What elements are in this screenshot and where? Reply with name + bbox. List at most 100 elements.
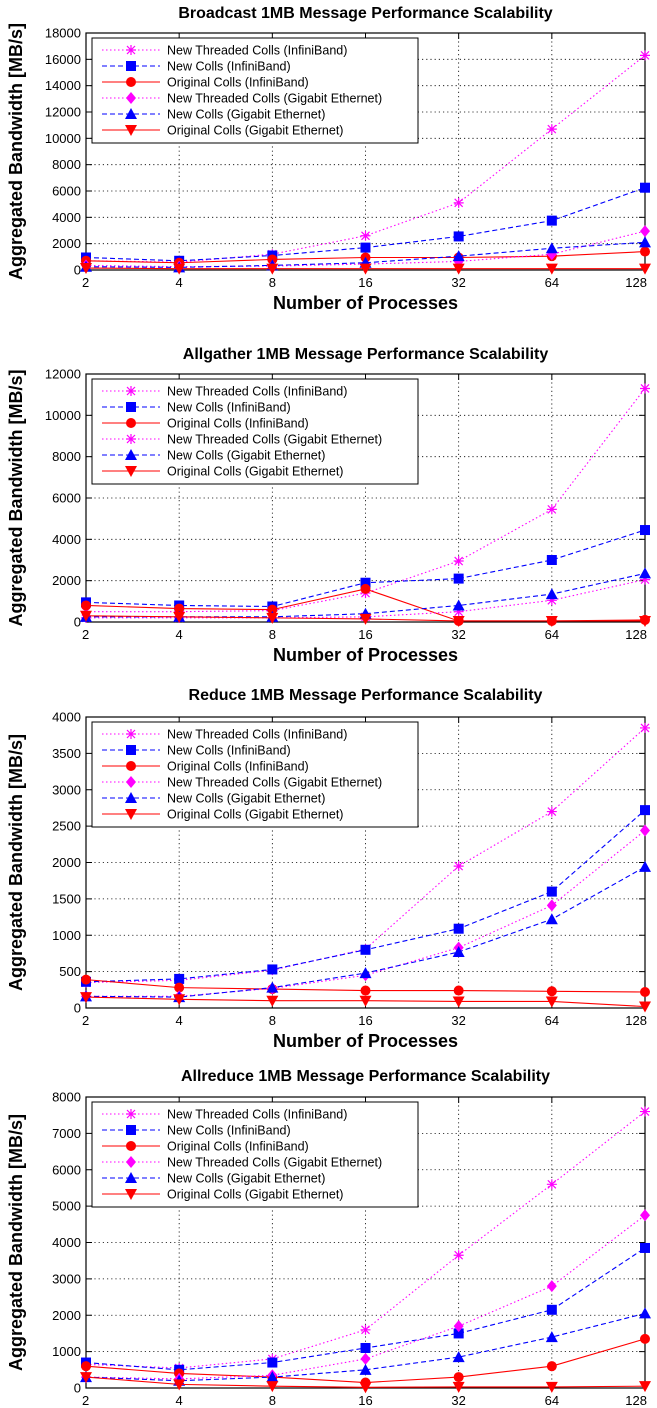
legend-label: New Colls (InfiniBand) xyxy=(167,401,291,415)
y-tick-label: 3000 xyxy=(52,782,81,797)
x-tick-label: 8 xyxy=(269,1013,276,1028)
legend-label: New Threaded Colls (Gigabit Ethernet) xyxy=(167,92,382,106)
data-point xyxy=(640,525,650,536)
data-point xyxy=(640,1242,650,1253)
data-point xyxy=(360,230,371,241)
data-point xyxy=(639,1307,651,1319)
data-point xyxy=(545,615,558,627)
data-point xyxy=(80,610,92,622)
y-tick-label: 5000 xyxy=(52,1199,81,1214)
y-tick-label: 3500 xyxy=(52,746,81,761)
data-point xyxy=(453,197,464,208)
data-point xyxy=(173,1379,186,1391)
y-tick-label: 3000 xyxy=(52,1271,81,1286)
x-tick-label: 4 xyxy=(176,1013,183,1028)
y-tick-label: 2000 xyxy=(52,855,81,870)
legend-marker xyxy=(126,386,136,396)
data-point xyxy=(360,985,371,996)
y-tick-label: 1000 xyxy=(52,928,81,943)
chart-title: Broadcast 1MB Message Performance Scalab… xyxy=(178,5,552,22)
legend-marker xyxy=(126,1109,136,1119)
y-axis-label: Aggregated Bandwidth [MB/s] xyxy=(6,1114,26,1371)
data-point xyxy=(359,1382,372,1394)
legend-marker xyxy=(126,1156,136,1168)
data-point xyxy=(546,986,557,997)
legend: New Threaded Colls (InfiniBand) New Colls… xyxy=(91,1101,419,1208)
legend-label: New Colls (Gigabit Ethernet) xyxy=(167,792,325,806)
data-point xyxy=(639,236,651,248)
x-tick-label: 2 xyxy=(82,275,89,290)
y-axis-label: Aggregated Bandwidth [MB/s] xyxy=(6,23,26,280)
x-tick-label: 4 xyxy=(176,627,183,642)
data-point xyxy=(546,1280,557,1293)
data-point xyxy=(266,1371,279,1383)
legend-marker xyxy=(126,402,136,412)
legend-label: Original Colls (InfiniBand) xyxy=(167,760,309,774)
data-point xyxy=(359,613,372,625)
data-point xyxy=(452,250,465,262)
data-point xyxy=(639,567,651,579)
y-tick-label: 2000 xyxy=(52,573,81,588)
chart-title: Reduce 1MB Message Performance Scalabili… xyxy=(189,687,543,704)
x-tick-label: 16 xyxy=(358,275,372,290)
data-point xyxy=(360,1324,371,1335)
data-point xyxy=(360,1342,371,1353)
y-axis-label: Aggregated Bandwidth [MB/s] xyxy=(6,370,26,627)
data-point xyxy=(266,612,279,624)
data-point xyxy=(173,263,186,275)
y-tick-label: 0 xyxy=(74,615,81,630)
data-point xyxy=(546,899,557,912)
x-tick-label: 4 xyxy=(176,1393,183,1408)
data-point xyxy=(546,215,557,226)
legend-marker xyxy=(126,761,136,771)
legend-label: New Threaded Colls (Gigabit Ethernet) xyxy=(167,776,382,790)
data-point xyxy=(360,577,371,588)
data-point xyxy=(452,1351,465,1363)
data-point xyxy=(81,600,91,611)
x-tick-label: 64 xyxy=(545,1013,559,1028)
x-tick-label: 2 xyxy=(82,627,89,642)
chart-panel-4: Allreduce 1MB Message Performance Scalab… xyxy=(6,1068,651,1408)
legend-box xyxy=(91,378,419,485)
data-point xyxy=(546,1304,557,1315)
y-tick-label: 0 xyxy=(74,1001,81,1016)
data-point xyxy=(173,611,186,623)
x-axis-label: Number of Processes xyxy=(273,293,458,313)
data-point xyxy=(640,805,650,816)
data-point xyxy=(453,573,464,584)
y-tick-label: 0 xyxy=(74,1381,81,1396)
legend-label: New Threaded Colls (Gigabit Ethernet) xyxy=(167,1156,382,1170)
data-point xyxy=(640,225,650,238)
data-point xyxy=(453,923,464,934)
data-point xyxy=(266,981,279,993)
data-point xyxy=(640,383,650,394)
data-point xyxy=(174,973,185,984)
y-tick-label: 16000 xyxy=(45,52,81,67)
legend-label: Original Colls (Gigabit Ethernet) xyxy=(167,1188,343,1202)
series-3 xyxy=(81,974,650,997)
legend-marker xyxy=(125,466,137,477)
y-tick-label: 1500 xyxy=(52,891,81,906)
y-tick-label: 2500 xyxy=(52,819,81,834)
data-point xyxy=(453,556,464,567)
chart-panel-1: Broadcast 1MB Message Performance Scalab… xyxy=(6,5,651,313)
data-point xyxy=(81,974,91,985)
x-tick-label: 16 xyxy=(358,627,372,642)
series-2 xyxy=(81,805,650,987)
x-axis-label: Number of Processes xyxy=(273,1031,458,1051)
chart-title: Allreduce 1MB Message Performance Scalab… xyxy=(181,1068,550,1085)
y-tick-label: 6000 xyxy=(52,1162,81,1177)
data-point xyxy=(639,615,651,627)
series-line xyxy=(85,809,646,983)
data-point xyxy=(453,1328,464,1339)
y-tick-label: 2000 xyxy=(52,1308,81,1323)
data-point xyxy=(640,1106,650,1117)
legend-label: Original Colls (InfiniBand) xyxy=(167,417,309,431)
y-tick-label: 4000 xyxy=(52,210,81,225)
data-point xyxy=(452,599,465,611)
y-tick-label: 6000 xyxy=(52,184,81,199)
legend-marker xyxy=(126,776,136,788)
x-tick-label: 128 xyxy=(625,275,647,290)
data-point xyxy=(545,242,558,254)
